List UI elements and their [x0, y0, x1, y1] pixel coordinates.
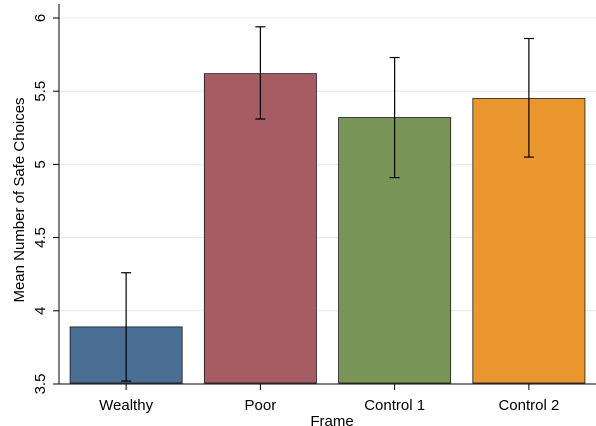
y-tick-label: 4.5: [32, 227, 49, 248]
x-tick-label: Wealthy: [99, 397, 153, 414]
bar-control-2: [472, 98, 586, 384]
axes: [58, 4, 596, 385]
y-axis-title: Mean Number of Safe Choices: [11, 97, 28, 302]
y-tick-label: 3.5: [32, 374, 49, 395]
x-axis-title: Frame: [310, 413, 353, 426]
x-tick-label: Control 1: [364, 397, 425, 414]
bar-poor: [203, 73, 317, 384]
bars: [69, 73, 586, 384]
y-tick-label: 4: [32, 307, 49, 315]
y-tick-label: 6: [32, 14, 49, 22]
y-ticks: 3.5 4 4.5 5 5.5 6: [32, 14, 59, 395]
x-tick-label: Poor: [245, 397, 277, 414]
y-tick-label: 5.5: [32, 81, 49, 102]
y-tick-label: 5: [32, 160, 49, 168]
error-bars: [121, 26, 534, 382]
x-ticks: Wealthy Poor Control 1 Control 2: [99, 384, 559, 414]
x-tick-label: Control 2: [498, 397, 559, 414]
